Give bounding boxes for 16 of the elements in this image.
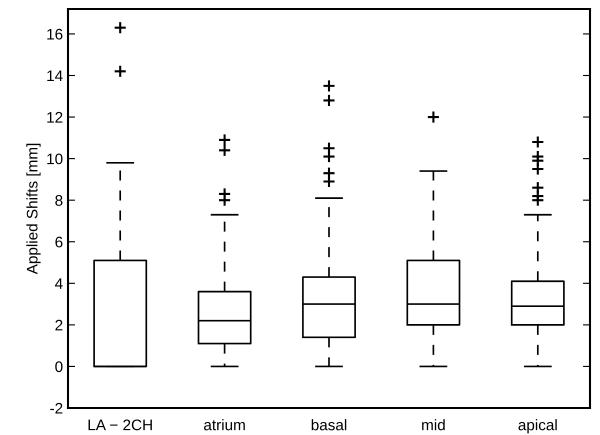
y-tick-label: -2 (50, 402, 62, 414)
x-tick-label: LA − 2CH (88, 420, 152, 430)
y-tick-label: 10 (47, 153, 63, 164)
y-tick-label: 0 (55, 361, 63, 372)
y-tick-label: 14 (47, 70, 63, 82)
y-tick-label: 16 (47, 28, 62, 40)
y-tick-label: 6 (55, 236, 62, 248)
x-tick-label: basal (312, 419, 346, 430)
y-axis-title: Applied Shifts [mm] (26, 144, 41, 274)
x-tick-label: apical (518, 419, 557, 434)
y-tick-label: 12 (47, 112, 62, 123)
x-tick-label: atrium (204, 419, 245, 430)
y-tick-label: 4 (54, 278, 63, 289)
y-tick-label: 2 (55, 320, 62, 330)
y-tick-label: 8 (55, 195, 62, 206)
x-tick-label: mid (422, 419, 445, 430)
